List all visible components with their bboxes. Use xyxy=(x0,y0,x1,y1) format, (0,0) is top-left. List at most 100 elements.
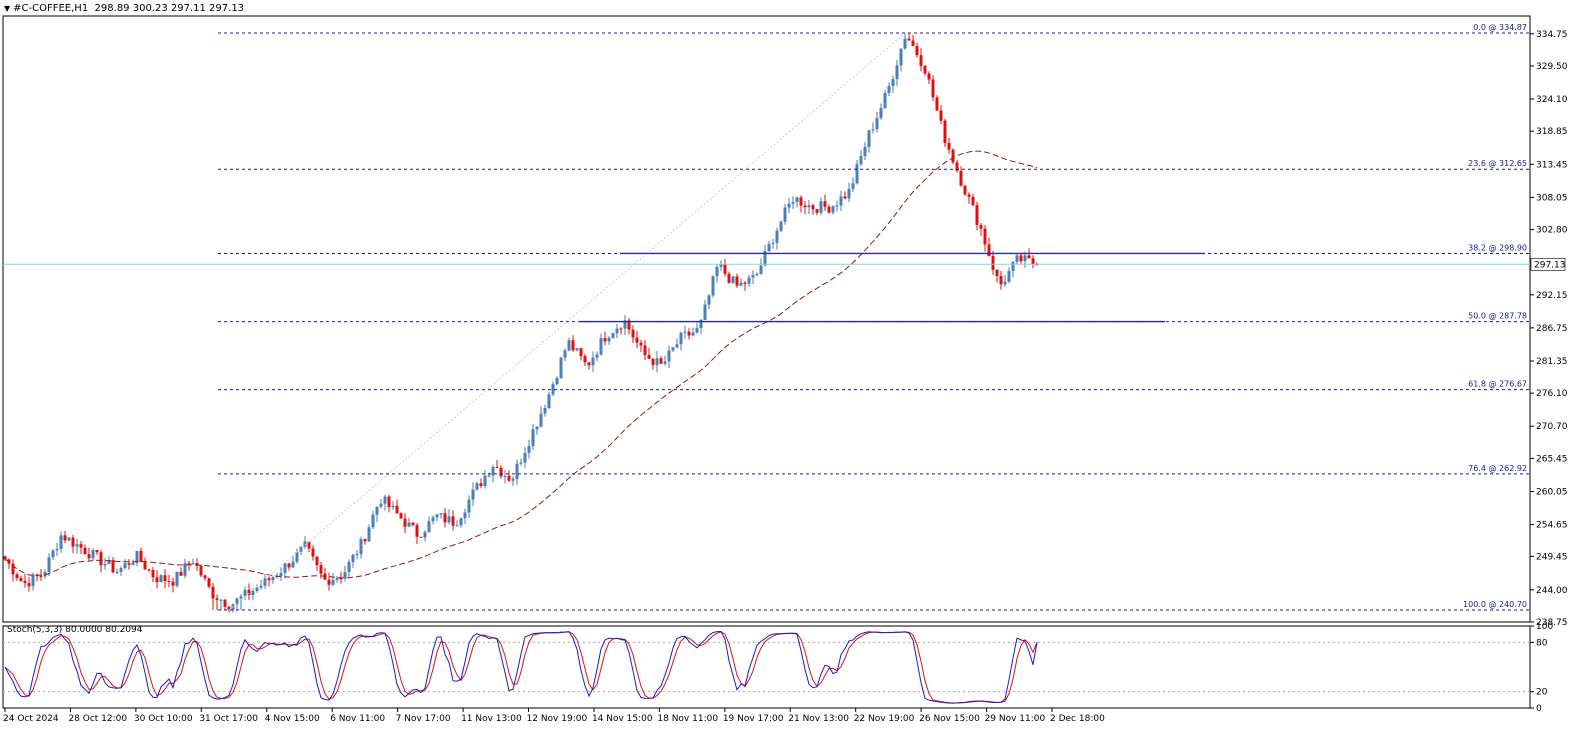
candle-body xyxy=(527,445,531,454)
candle-body xyxy=(819,201,823,213)
candle-body xyxy=(599,338,603,355)
candle-body xyxy=(1031,258,1035,265)
candle-body xyxy=(607,337,611,342)
price-tick-label: 334.75 xyxy=(1536,30,1568,40)
candle-body xyxy=(387,496,391,508)
current-price-box xyxy=(1530,257,1566,271)
price-tick-label: 260.05 xyxy=(1536,487,1568,497)
candle-body xyxy=(311,548,315,557)
candle-body xyxy=(451,516,455,526)
candle-body xyxy=(111,560,115,573)
candle-body xyxy=(791,202,795,204)
candle-body xyxy=(487,475,491,477)
time-tick-label: 18 Nov 11:00 xyxy=(657,714,718,724)
candle-body xyxy=(447,516,451,523)
candle-body xyxy=(591,357,595,366)
candle-body xyxy=(151,570,155,578)
candle-body xyxy=(87,554,91,559)
candle-body xyxy=(199,565,203,576)
price-tick-label: 302.80 xyxy=(1536,226,1568,236)
candle-body xyxy=(439,513,443,515)
fib-level-label: 23.6 @ 312.65 xyxy=(1468,159,1527,168)
candle-body xyxy=(931,79,935,98)
candle-body xyxy=(203,575,207,579)
candle-body xyxy=(535,426,539,430)
candle-body xyxy=(335,578,339,580)
stochastic-label: Stoch(5,3,3) 80.0000 80.2094 xyxy=(7,625,143,635)
candle-body xyxy=(123,563,127,569)
candle-body xyxy=(351,554,355,563)
candle-body xyxy=(699,319,703,329)
price-tick-label: 244.00 xyxy=(1536,586,1568,596)
price-tick-label: 329.50 xyxy=(1536,62,1568,72)
price-tick-label: 286.75 xyxy=(1536,324,1568,334)
candle-body xyxy=(223,599,227,607)
candle-body xyxy=(939,110,943,121)
candle-body xyxy=(563,350,567,358)
candle-body xyxy=(991,255,995,270)
candle-body xyxy=(851,183,855,189)
candle-body xyxy=(855,164,859,184)
candle-body xyxy=(419,536,423,538)
candle-body xyxy=(755,273,759,276)
candle-body xyxy=(27,583,31,587)
candle-body xyxy=(39,576,43,578)
candle-body xyxy=(911,40,915,47)
dropdown-triangle-icon[interactable]: ▼ xyxy=(4,4,11,13)
candle-body xyxy=(43,571,47,577)
candle-body xyxy=(243,589,247,597)
candle-body xyxy=(587,362,591,366)
candle-body xyxy=(1015,255,1019,262)
candle-body xyxy=(475,483,479,490)
candle-body xyxy=(279,573,283,576)
candle-body xyxy=(515,463,519,479)
candle-body xyxy=(303,541,307,547)
candle-body xyxy=(987,244,991,256)
candle-body xyxy=(519,462,523,464)
candle-body xyxy=(219,599,223,601)
candle-body xyxy=(299,546,303,552)
candle-body xyxy=(315,556,319,566)
candle-body xyxy=(427,521,431,532)
candle-body xyxy=(491,467,495,476)
candle-body xyxy=(623,320,627,329)
candle-body xyxy=(947,142,951,150)
candle-body xyxy=(831,206,835,213)
candle-body xyxy=(239,596,243,599)
candle-body xyxy=(1023,255,1027,262)
candle-body xyxy=(687,331,691,336)
candle-body xyxy=(267,578,271,581)
candle-body xyxy=(875,118,879,130)
candle-body xyxy=(799,197,803,206)
candle-body xyxy=(115,572,119,574)
stoch-tick-label: 0 xyxy=(1536,704,1542,714)
candle-body xyxy=(803,205,807,208)
candle-body xyxy=(539,413,543,427)
candle-body xyxy=(827,206,831,213)
candle-body xyxy=(759,265,763,274)
candle-body xyxy=(787,203,791,208)
candle-body xyxy=(411,522,415,526)
candle-body xyxy=(679,332,683,345)
candle-body xyxy=(1003,281,1007,285)
candle-body xyxy=(595,354,599,358)
candle-body xyxy=(23,580,27,584)
candle-body xyxy=(259,585,263,588)
candle-body xyxy=(643,345,647,355)
candle-body xyxy=(91,550,95,559)
candle-body xyxy=(79,544,83,548)
price-tick-label: 270.70 xyxy=(1536,422,1568,432)
time-tick-label: 26 Nov 15:00 xyxy=(919,714,980,724)
price-tick-label: 276.10 xyxy=(1536,389,1568,399)
time-tick-label: 28 Oct 12:00 xyxy=(68,714,127,724)
candle-body xyxy=(683,331,687,333)
candle-body xyxy=(975,205,979,226)
candle-body xyxy=(923,65,927,74)
stoch-signal-line xyxy=(4,631,1038,704)
candle-body xyxy=(159,575,163,583)
candle-body xyxy=(815,209,819,213)
candle-body xyxy=(391,505,395,508)
candle-body xyxy=(763,251,767,266)
price-tick-label: 313.45 xyxy=(1536,160,1568,170)
